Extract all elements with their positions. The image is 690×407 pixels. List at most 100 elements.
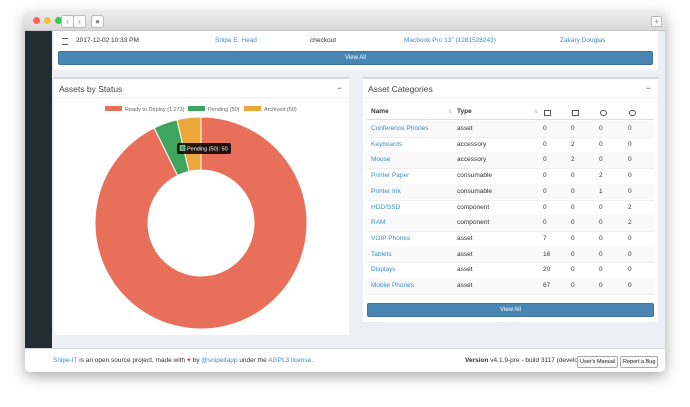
category-count: 16 <box>543 250 551 258</box>
category-count: 0 <box>543 203 547 211</box>
category-type: component <box>457 203 490 211</box>
tooltip-box <box>177 143 231 154</box>
category-count: 0 <box>599 282 603 289</box>
share-button[interactable]: ● <box>91 15 104 28</box>
category-name[interactable]: VOIP Phones <box>371 234 411 242</box>
donut-slice <box>94 116 308 330</box>
list-icon[interactable] <box>544 110 551 116</box>
row-rule <box>367 262 654 264</box>
footer-link[interactable]: AGPL3 license <box>268 357 312 364</box>
category-count: 0 <box>571 234 575 242</box>
category-type: accessory <box>457 140 487 148</box>
category-name[interactable]: HDD/SSD <box>371 203 401 211</box>
browser-window: ‹ › ● + 2017-12-02 10:33 PM Snipe E. Head… <box>25 12 665 372</box>
categories-panel: Asset Categories − Name ⇅ Type ⇅ Conference Ph… <box>363 77 658 322</box>
header-rule <box>367 119 654 120</box>
category-count: 0 <box>628 156 632 164</box>
category-count: 1 <box>599 187 603 195</box>
category-name[interactable]: Mouse <box>371 156 391 164</box>
sidebar <box>25 31 52 348</box>
legend-label: Archived (50) <box>264 107 297 113</box>
category-name[interactable]: Printer Paper <box>371 172 410 180</box>
category-count: 0 <box>628 266 632 274</box>
row-rule <box>367 136 654 138</box>
close-button[interactable] <box>33 17 40 24</box>
list-icon <box>62 38 68 45</box>
category-count: 2 <box>628 203 632 211</box>
category-type: component <box>457 219 490 227</box>
category-name[interactable]: Mobile Phones <box>371 282 414 289</box>
footer-link[interactable]: @snipeitapp <box>201 357 238 364</box>
category-count: 0 <box>543 156 547 164</box>
category-count: 0 <box>628 234 632 242</box>
category-count: 0 <box>543 140 547 148</box>
minimize-button[interactable] <box>44 17 51 24</box>
category-name[interactable]: Displays <box>371 266 396 274</box>
sort-icon[interactable]: ⇅ <box>534 109 539 115</box>
footer-text-part: by <box>190 357 202 364</box>
category-count: 2 <box>571 140 575 148</box>
category-count: 0 <box>628 282 632 289</box>
version-text: Version v4.1.9-pre - build 3117 (develop… <box>465 357 584 365</box>
footer: Snipe-IT is an open source project, made… <box>25 348 665 372</box>
legend-swatch <box>105 106 122 111</box>
category-count: 2 <box>571 156 575 164</box>
view-all-button[interactable]: View All <box>367 303 654 317</box>
forward-button[interactable]: › <box>73 15 86 28</box>
legend-label: Pending (50) <box>208 107 240 113</box>
headset-icon[interactable] <box>629 110 636 116</box>
footer-link[interactable]: Snipe-IT <box>53 357 78 364</box>
category-name[interactable]: Printer Ink <box>371 187 401 195</box>
category-count: 0 <box>571 282 575 289</box>
category-count: 0 <box>599 250 603 258</box>
category-count: 0 <box>599 125 603 132</box>
activity-card: 2017-12-02 10:33 PM Snipe E. Head checkout… <box>54 31 658 70</box>
keyboard-icon[interactable] <box>572 110 579 116</box>
collapse-button[interactable]: − <box>337 83 342 93</box>
category-count: 0 <box>628 172 632 180</box>
sort-icon[interactable]: ⇅ <box>448 109 453 115</box>
category-name[interactable]: Conference Phones <box>371 125 429 132</box>
category-count: 0 <box>599 219 603 227</box>
category-count: 0 <box>571 187 575 195</box>
category-count: 67 <box>543 282 551 289</box>
category-type: asset <box>457 266 473 274</box>
footer-text-part: under the <box>237 357 269 364</box>
category-type: asset <box>457 234 473 242</box>
drop-icon[interactable] <box>600 110 607 116</box>
activity-item[interactable]: Macbook Pro 13" (1281528243) <box>404 37 496 44</box>
activity-admin[interactable]: Snipe E. Head <box>215 37 257 44</box>
new-tab-button[interactable]: + <box>651 16 662 27</box>
footer-button[interactable]: Report a Bug <box>620 356 659 368</box>
version-label: Version <box>465 357 489 364</box>
activity-target[interactable]: Zakary Douglas <box>560 37 606 44</box>
category-count: 20 <box>543 266 551 274</box>
category-count: 2 <box>599 172 603 180</box>
category-count: 0 <box>628 125 632 132</box>
category-count: 0 <box>571 266 575 274</box>
row-rule <box>367 168 654 170</box>
row-stripe <box>367 215 654 231</box>
version-value: v4.1.9-pre - build 3117 (develop) <box>488 357 584 364</box>
column-header[interactable]: Name <box>371 108 389 115</box>
column-header[interactable]: Type <box>457 108 472 115</box>
footer-button[interactable]: User's Manual <box>577 356 618 368</box>
category-count: 0 <box>599 203 603 211</box>
category-type: consumable <box>457 187 493 195</box>
panel-title: Assets by Status <box>59 84 123 94</box>
category-name[interactable]: RAM <box>371 219 386 227</box>
divider <box>54 97 349 98</box>
category-name[interactable]: Keyboards <box>371 140 403 148</box>
category-count: 0 <box>571 219 575 227</box>
category-type: consumable <box>457 172 493 180</box>
category-count: 0 <box>599 234 603 242</box>
category-count: 0 <box>543 172 547 180</box>
row-stripe <box>367 183 654 200</box>
footer-text: Snipe-IT is an open source project, made… <box>53 357 313 365</box>
category-count: 0 <box>628 187 632 195</box>
zoom-button[interactable] <box>55 17 62 24</box>
collapse-button[interactable]: − <box>646 83 651 93</box>
category-name[interactable]: Tablets <box>371 250 392 258</box>
view-all-button[interactable]: View All <box>58 51 653 65</box>
category-count: 0 <box>571 203 575 211</box>
